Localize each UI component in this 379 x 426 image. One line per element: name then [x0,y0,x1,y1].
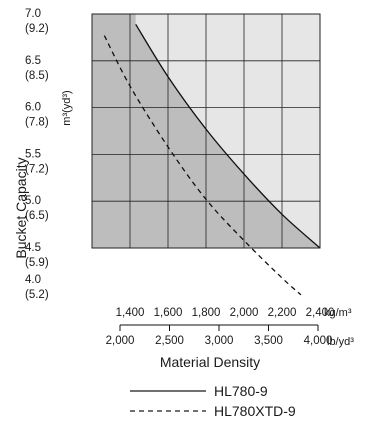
x-axis-title: Material Density [160,354,260,370]
grid [92,14,321,249]
x-tick-label-secondary: 4,000 [304,335,333,347]
y-tick-label: 7.0 [25,8,41,20]
y-tick-label-imperial: (7.8) [25,117,49,129]
x-tick-label-primary: 2,200 [268,307,297,319]
y-axis-title: Bucket Capacity [13,157,29,258]
series-line-hl780xtd-9 [103,35,302,296]
legend-label-1: HL780-9 [214,383,268,399]
y-tick-label-imperial: (5.9) [25,257,49,269]
y-tick-label: 6.0 [25,102,41,114]
x-tick-label-secondary: 2,000 [106,335,135,347]
y-tick-label-imperial: (7.2) [25,163,49,175]
plot-frame [91,13,321,249]
legend-label-2: HL780XTD-9 [214,403,296,419]
y-tick-label: 6.5 [25,55,41,67]
x-tick-labels: 1,400 1,600 1,800 2,000 2,200 2,400 2,000 2,500… [106,307,335,347]
x-tick-label-primary: 1,800 [192,307,221,319]
x-tick-label-primary: 2,000 [230,307,259,319]
x-tick-label-secondary: 2,500 [155,335,184,347]
x-axis-unit-secondary: lb/yd³ [327,336,354,348]
legend: HL780-9 HL780XTD-9 [130,383,296,419]
y-axis-unit: m³(yd³) [61,90,73,125]
x-tick-label-primary: 1,400 [116,307,145,319]
y-tick-label-imperial: (5.2) [25,289,49,301]
x-tick-label-secondary: 3,000 [205,335,234,347]
y-tick-label: 5.5 [25,148,41,160]
x-tick-label-primary: 2,400 [306,307,335,319]
y-tick-label: 4.5 [25,242,41,254]
x-tick-label-secondary: 3,500 [254,335,283,347]
series-line-hl780-9 [135,23,321,249]
plot-border [91,13,321,249]
y-tick-label: 5.0 [25,195,41,207]
x-axis-unit-primary: kg/m³ [324,307,352,319]
y-tick-labels: 7.0 (9.2) 6.5 (8.5) 6.0 (7.8) 5.5 (7.2) 5.0 (6.5)… [25,8,49,301]
series-lines [103,23,321,296]
y-tick-label: 4.0 [25,274,41,286]
y-tick-label-imperial: (8.5) [25,70,49,82]
x-tick-label-primary: 1,600 [154,307,183,319]
y-tick-label-imperial: (9.2) [25,23,49,35]
y-tick-label-imperial: (6.5) [25,210,49,222]
